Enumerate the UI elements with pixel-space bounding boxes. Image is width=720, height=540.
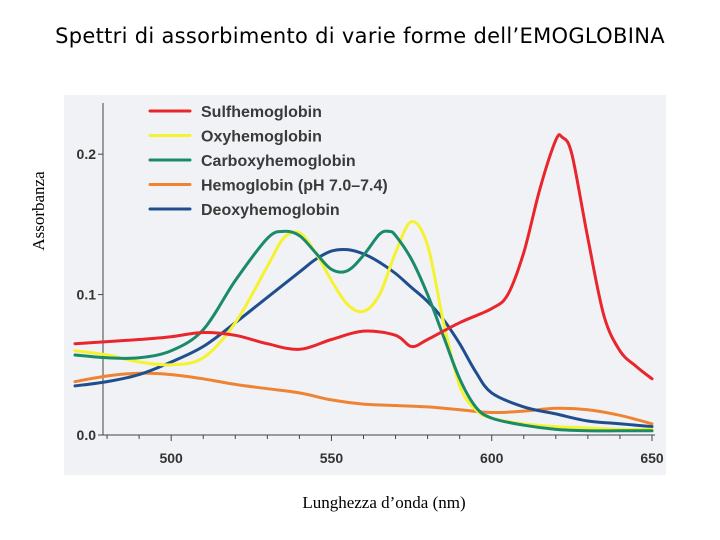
x-tick-label: 650 [640,450,664,466]
legend-label: Oxyhemoglobin [201,129,322,146]
series-line-hemoglobin-ph-7-0-7-4 [73,371,654,426]
series-line-deoxyhemoglobin [73,247,654,429]
x-tick-label: 600 [480,450,504,466]
x-tick-label: 550 [320,450,344,466]
legend-label: Carboxyhemoglobin [201,153,356,170]
chart-plot-background [64,95,666,475]
y-tick-label: 0.1 [77,287,97,303]
x-tick-label: 500 [159,450,183,466]
chart-legend: Sulfhemoglobin Oxyhemoglobin Carboxyhemogl… [148,104,388,219]
legend-label: Deoxyhemoglobin [201,202,340,219]
chart-axes: 0.0 0.1 0.2 500 550 600 650 [77,103,664,466]
y-tick-label: 0.0 [77,427,97,443]
series-line-carboxyhemoglobin [73,229,654,433]
slide-title: Spettri di assorbimento di varie forme d… [55,24,665,48]
chart-series-lines [73,133,654,433]
legend-label: Hemoglobin (pH 7.0–7.4) [201,178,388,195]
series-line-sulfhemoglobin [73,133,654,381]
x-axis-title: Lunghezza d’onda (nm) [302,493,466,512]
y-tick-label: 0.2 [77,146,97,162]
legend-label: Sulfhemoglobin [201,104,322,121]
